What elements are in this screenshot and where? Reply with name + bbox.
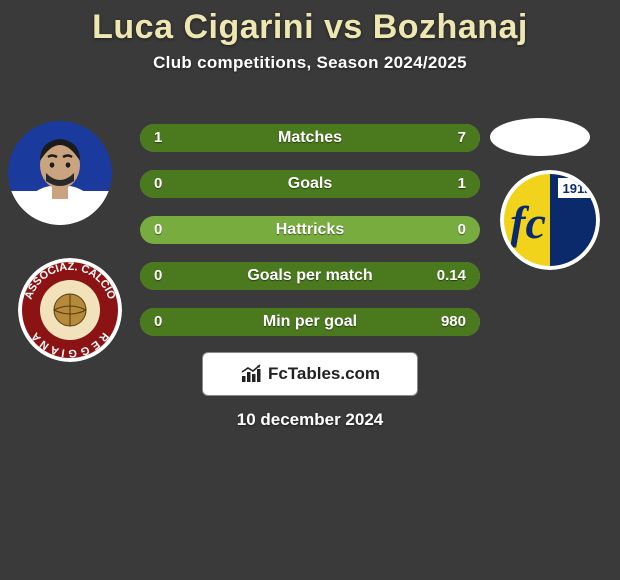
stat-bar-row: 00Hattricks <box>140 216 480 244</box>
bar-chart-icon <box>240 364 262 384</box>
stat-bar-label: Min per goal <box>140 308 480 336</box>
stat-bar-label: Hattricks <box>140 216 480 244</box>
fctables-attribution: FcTables.com <box>202 352 418 396</box>
stat-bar-label: Goals per match <box>140 262 480 290</box>
player-left-avatar <box>8 121 112 225</box>
page-title: Luca Cigarini vs Bozhanaj <box>0 8 620 47</box>
stat-bar-row: 0980Min per goal <box>140 308 480 336</box>
stat-bar-label: Goals <box>140 170 480 198</box>
page-subtitle: Club competitions, Season 2024/2025 <box>0 53 620 73</box>
stat-bar-label: Matches <box>140 124 480 152</box>
stat-bar-row: 00.14Goals per match <box>140 262 480 290</box>
stat-bar-row: 17Matches <box>140 124 480 152</box>
stat-bar-row: 01Goals <box>140 170 480 198</box>
club-badge-right: 1912fc <box>500 170 600 270</box>
club-badge-left: ASSOCIAZ. CALCIOR E G G I A N A <box>18 258 122 362</box>
footer-date: 10 december 2024 <box>0 410 620 430</box>
player-right-badge <box>490 118 590 156</box>
fctables-label: FcTables.com <box>268 364 380 384</box>
svg-text:fc: fc <box>510 197 546 248</box>
stat-bars: 17Matches 01Goals 00Hattricks 00.14Goals pe… <box>140 124 480 354</box>
comparison-card: Luca Cigarini vs Bozhanaj Club competiti… <box>0 0 620 580</box>
